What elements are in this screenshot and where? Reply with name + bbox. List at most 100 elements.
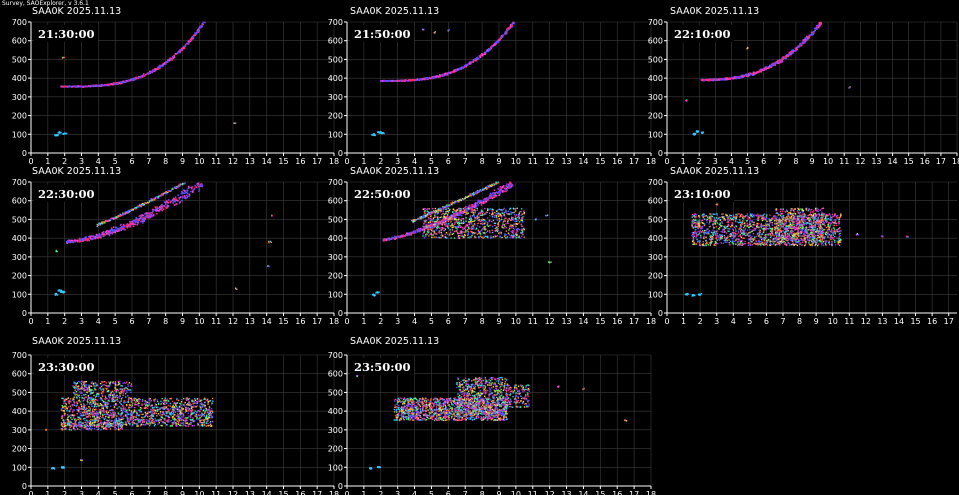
y-tick-label: 500 bbox=[328, 215, 343, 224]
echo-point bbox=[807, 229, 810, 231]
echo-point bbox=[154, 68, 157, 71]
echo-point bbox=[151, 212, 154, 214]
echo-point bbox=[512, 230, 514, 232]
echo-point bbox=[111, 217, 114, 220]
time-label-box bbox=[34, 25, 98, 42]
echo-point bbox=[427, 229, 429, 232]
echo-point bbox=[135, 219, 137, 222]
echo-point bbox=[185, 192, 187, 194]
echo-point bbox=[435, 75, 437, 78]
y-tick-label: 600 bbox=[12, 197, 27, 206]
echo-point bbox=[501, 35, 504, 38]
echo-point bbox=[454, 68, 456, 71]
echo-point bbox=[383, 132, 385, 135]
echo-point bbox=[501, 226, 503, 228]
echo-point bbox=[424, 207, 427, 210]
echo-point bbox=[160, 205, 162, 207]
echo-point bbox=[490, 46, 492, 49]
echo-point bbox=[464, 64, 466, 67]
echo-point bbox=[423, 237, 426, 239]
echo-point bbox=[756, 71, 758, 73]
echo-point bbox=[140, 203, 143, 206]
echo-point bbox=[184, 45, 187, 47]
echo-point bbox=[425, 233, 427, 236]
y-tick-label: 200 bbox=[12, 112, 27, 121]
echo-point bbox=[63, 291, 66, 293]
echo-point bbox=[785, 56, 788, 58]
echo-point bbox=[521, 218, 523, 220]
x-tick-label: 4 bbox=[96, 317, 101, 326]
echo-point bbox=[477, 58, 480, 60]
echo-point bbox=[507, 185, 510, 187]
echo-point bbox=[478, 237, 480, 239]
echo-point bbox=[188, 195, 190, 198]
echo-point bbox=[499, 192, 501, 194]
echo-point bbox=[482, 237, 484, 239]
x-tick-label: 16 bbox=[927, 317, 937, 326]
echo-point bbox=[501, 185, 504, 188]
echo-point bbox=[763, 67, 766, 70]
echo-point bbox=[166, 204, 169, 207]
echo-point bbox=[491, 216, 494, 218]
echo-point bbox=[119, 226, 122, 229]
time-label-box bbox=[350, 185, 414, 202]
echo-point bbox=[60, 289, 63, 292]
echo-point bbox=[414, 219, 416, 221]
echo-point bbox=[452, 213, 454, 216]
x-tick-label: 11 bbox=[839, 157, 849, 166]
echo-point bbox=[479, 212, 482, 214]
echo-point bbox=[433, 230, 436, 232]
echo-point bbox=[125, 224, 128, 227]
echo-point bbox=[486, 49, 489, 52]
echo-point bbox=[271, 215, 273, 217]
x-tick-label: 1 bbox=[361, 317, 366, 326]
echo-point bbox=[442, 206, 444, 208]
echo-point bbox=[474, 58, 477, 60]
x-tick-label: 3 bbox=[714, 317, 719, 326]
echo-point bbox=[711, 78, 713, 81]
echo-point bbox=[467, 230, 469, 233]
echo-point bbox=[457, 237, 460, 239]
echo-point bbox=[380, 131, 382, 134]
echo-point bbox=[704, 229, 706, 232]
echo-point bbox=[426, 210, 428, 212]
echo-point bbox=[462, 218, 465, 220]
echo-point bbox=[426, 208, 428, 211]
x-tick-label: 12 bbox=[545, 317, 555, 326]
echo-point bbox=[267, 265, 269, 267]
echo-point bbox=[187, 185, 190, 188]
echo-point bbox=[438, 76, 440, 78]
echo-point bbox=[481, 214, 484, 216]
echo-point bbox=[455, 69, 458, 71]
echo-point bbox=[799, 44, 802, 46]
y-tick-label: 600 bbox=[648, 197, 663, 206]
echo-point bbox=[125, 226, 128, 228]
echo-point bbox=[456, 201, 458, 203]
echo-point bbox=[130, 221, 133, 224]
echo-point bbox=[430, 225, 433, 228]
echo-point bbox=[693, 132, 695, 135]
echo-point bbox=[520, 214, 522, 216]
echo-point bbox=[497, 221, 500, 224]
echo-point bbox=[516, 223, 518, 225]
echo-point bbox=[150, 214, 153, 216]
echo-point bbox=[465, 65, 468, 68]
echo-point bbox=[762, 68, 765, 70]
echo-point bbox=[487, 197, 490, 199]
echo-point bbox=[66, 242, 68, 244]
x-tick-label: 2 bbox=[378, 317, 383, 326]
echo-point bbox=[753, 73, 756, 76]
echo-point bbox=[491, 197, 494, 200]
echo-point bbox=[85, 238, 88, 241]
echo-point bbox=[425, 225, 427, 227]
echo-point bbox=[412, 221, 414, 224]
echo-point bbox=[509, 236, 511, 239]
y-tick-label: 400 bbox=[648, 234, 663, 243]
echo-point bbox=[123, 81, 126, 83]
echo-point bbox=[486, 197, 488, 200]
echo-point bbox=[63, 290, 65, 293]
echo-point bbox=[696, 130, 698, 132]
echo-point bbox=[778, 60, 781, 63]
echo-point bbox=[431, 230, 434, 232]
x-tick-label: 11 bbox=[211, 157, 221, 166]
